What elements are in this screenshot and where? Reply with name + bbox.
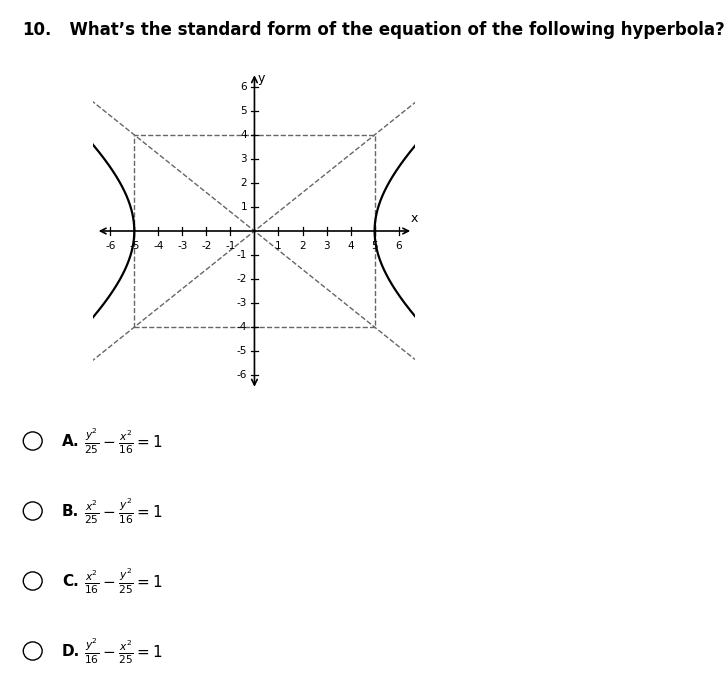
Text: 3: 3 [241, 154, 247, 164]
Text: B.: B. [62, 503, 79, 519]
Text: 2: 2 [241, 178, 247, 188]
Text: $\frac{y^2}{16} - \frac{x^2}{25} = 1$: $\frac{y^2}{16} - \frac{x^2}{25} = 1$ [84, 636, 162, 666]
Text: A.: A. [62, 433, 79, 449]
Text: -3: -3 [177, 241, 188, 251]
Text: C.: C. [62, 573, 79, 589]
Text: 2: 2 [300, 241, 306, 251]
Text: -5: -5 [129, 241, 140, 251]
Text: -4: -4 [237, 322, 247, 332]
Text: 10.: 10. [22, 21, 51, 39]
Text: -4: -4 [153, 241, 164, 251]
Text: -6: -6 [105, 241, 116, 251]
Text: -5: -5 [237, 346, 247, 356]
Text: -2: -2 [237, 274, 247, 284]
Text: -6: -6 [237, 370, 247, 380]
Text: 3: 3 [324, 241, 330, 251]
Text: -2: -2 [201, 241, 212, 251]
Text: 6: 6 [395, 241, 402, 251]
Text: -3: -3 [237, 298, 247, 308]
Text: 5: 5 [241, 106, 247, 116]
Text: What’s the standard form of the equation of the following hyperbola?: What’s the standard form of the equation… [58, 21, 725, 39]
Text: -1: -1 [225, 241, 236, 251]
Text: 5: 5 [371, 241, 378, 251]
Text: 1: 1 [275, 241, 282, 251]
Text: $\frac{y^2}{25} - \frac{x^2}{16} = 1$: $\frac{y^2}{25} - \frac{x^2}{16} = 1$ [84, 426, 162, 456]
Text: -1: -1 [237, 250, 247, 260]
Text: $\frac{x^2}{16} - \frac{y^2}{25} = 1$: $\frac{x^2}{16} - \frac{y^2}{25} = 1$ [84, 566, 162, 596]
Text: D.: D. [62, 643, 80, 659]
Text: $\frac{x^2}{25} - \frac{y^2}{16} = 1$: $\frac{x^2}{25} - \frac{y^2}{16} = 1$ [84, 496, 162, 526]
Text: y: y [258, 72, 265, 85]
Text: 6: 6 [241, 82, 247, 92]
Text: 4: 4 [348, 241, 354, 251]
Text: 4: 4 [241, 130, 247, 140]
Text: x: x [411, 212, 418, 225]
Text: 1: 1 [241, 202, 247, 212]
